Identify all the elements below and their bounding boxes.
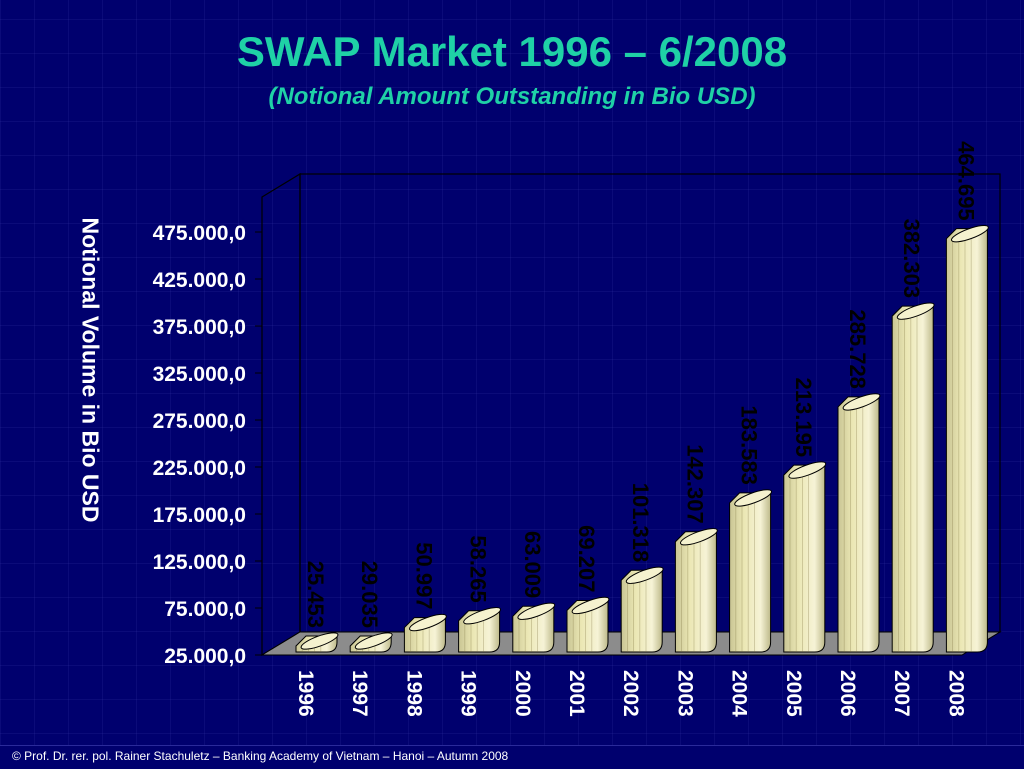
bar-top [950,225,989,243]
bar-2001 [566,596,610,653]
x-tick-label: 2004 [728,670,751,717]
data-label: 464.695 [953,141,978,221]
bar-1997 [349,632,393,653]
y-tick-label: 375.000,0 [153,316,246,339]
data-label: 58.265 [466,535,491,602]
y-tick-label: 275.000,0 [153,410,246,433]
chart-title: SWAP Market 1996 – 6/2008 [236,28,788,75]
data-label: 69.207 [574,525,599,592]
bar-top [300,632,339,650]
side-wall [261,172,301,657]
bar-1996 [295,632,339,653]
bar-chart: 25.000,0 75.000,0 125.000,0 175.000,0 225.00… [153,141,1002,717]
x-tick-label: 2001 [565,670,588,717]
bar-top [896,302,935,320]
bar-1998 [403,613,447,653]
x-tick-label: 1998 [402,670,425,717]
footer: © Prof. Dr. rer. pol. Rainer Stachuletz … [0,745,1024,769]
bar-2004 [729,489,773,653]
y-tick-label: 125.000,0 [153,551,246,574]
data-label: 25.453 [303,561,328,628]
bar-top [517,602,556,620]
data-label: 382.303 [899,219,924,299]
bar-top [734,489,773,507]
data-label: 63.009 [520,531,545,598]
data-label: 213.195 [791,378,816,458]
bar-top [571,596,610,615]
data-label: 183.583 [737,405,762,485]
bar-2008 [945,225,989,653]
bar-2000 [512,602,556,653]
x-tick-label: 2000 [511,670,534,717]
x-tick-label: 1999 [457,670,480,717]
bar-2006 [837,393,881,653]
bar-top [788,461,827,479]
bar-1999 [458,607,502,653]
y-tick-label: 425.000,0 [153,269,246,292]
bar-top [842,393,881,411]
x-tick-label: 2003 [673,670,696,717]
bar-top [679,528,718,546]
data-label: 142.307 [682,444,707,524]
y-tick-label: 75.000,0 [164,598,246,621]
bar-2002 [620,566,664,653]
x-tick-label: 2007 [890,670,913,717]
bar-2003 [674,528,718,653]
bar-top [354,632,393,650]
x-tick-label: 2006 [836,670,859,717]
x-tick-label: 2002 [619,670,642,717]
x-tick-label: 2005 [782,670,805,717]
bar-top [408,613,447,632]
y-tick-label: 175.000,0 [153,504,246,527]
y-tick-label: 475.000,0 [153,222,246,245]
bar-top [625,566,664,584]
bar-top [463,607,502,625]
y-tick-label: 325.000,0 [153,363,246,386]
bar-2007 [891,302,935,653]
data-label: 50.997 [411,542,436,609]
bar-2005 [783,461,827,653]
y-tick-label: 25.000,0 [164,645,246,668]
data-label: 285.728 [845,309,870,389]
y-tick-label: 225.000,0 [153,457,246,480]
x-tick-label: 1996 [294,670,317,717]
data-label: 101.318 [628,483,653,563]
x-tick-label: 1997 [348,670,371,717]
chart-subtitle: (Notional Amount Outstanding in Bio USD) [268,83,756,110]
footer-text: © Prof. Dr. rer. pol. Rainer Stachuletz … [12,749,509,763]
x-tick-label: 2008 [944,670,967,717]
data-label: 29.035 [357,561,382,628]
